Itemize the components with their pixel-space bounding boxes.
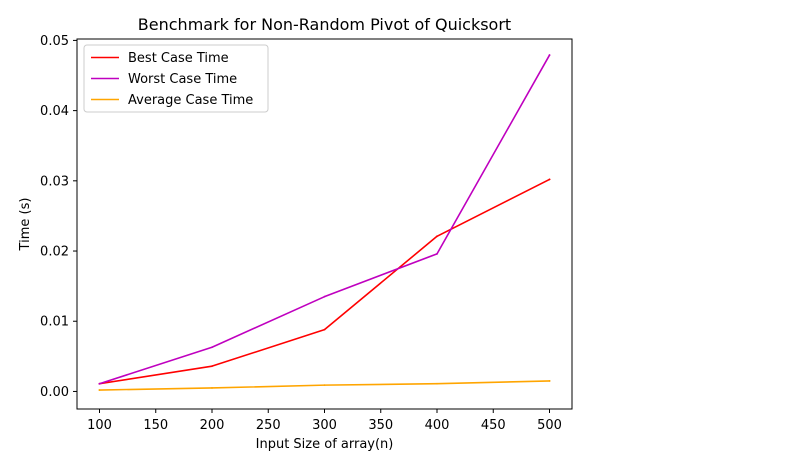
legend-label-1: Worst Case Time bbox=[128, 72, 237, 87]
chart-title: Benchmark for Non-Random Pivot of Quicks… bbox=[138, 15, 511, 34]
data-point bbox=[323, 295, 326, 298]
y-tick-label: 0.05 bbox=[40, 34, 69, 49]
y-tick-label: 0.01 bbox=[40, 315, 69, 330]
x-axis-ticks: 100 150 200 250 300 350 400 450 500 bbox=[87, 409, 562, 433]
x-tick-label: 400 bbox=[425, 418, 450, 433]
x-tick-label: 250 bbox=[256, 418, 281, 433]
data-point bbox=[548, 178, 551, 181]
data-point bbox=[436, 235, 438, 238]
legend: Best Case Time Worst Case Time Average Cas… bbox=[83, 44, 269, 113]
data-point bbox=[98, 389, 101, 391]
y-tick-label: 0.03 bbox=[40, 174, 69, 189]
y-tick-label: 0.04 bbox=[40, 104, 69, 119]
y-axis-ticks: 0.00 0.01 0.02 0.03 0.04 0.05 bbox=[40, 34, 77, 400]
data-point bbox=[548, 54, 551, 57]
data-point bbox=[211, 346, 213, 349]
x-tick-label: 350 bbox=[368, 418, 393, 433]
y-tick-label: 0.00 bbox=[40, 385, 69, 400]
data-point bbox=[323, 328, 326, 331]
data-point bbox=[323, 384, 326, 387]
legend-label-2: Average Case Time bbox=[128, 93, 253, 108]
data-point bbox=[436, 252, 438, 255]
data-point bbox=[436, 382, 438, 385]
data-point bbox=[211, 387, 213, 389]
x-tick-label: 300 bbox=[312, 418, 337, 433]
x-tick-label: 500 bbox=[537, 418, 562, 433]
x-axis-label: Input Size of array(n) bbox=[256, 437, 394, 452]
x-tick-label: 200 bbox=[200, 418, 225, 433]
series-layer bbox=[98, 54, 551, 391]
y-tick-label: 0.02 bbox=[40, 245, 69, 260]
data-point bbox=[211, 365, 213, 368]
data-point bbox=[98, 382, 101, 385]
y-axis-label: Time (s) bbox=[18, 198, 33, 252]
legend-box bbox=[83, 44, 269, 113]
x-tick-label: 150 bbox=[143, 418, 168, 433]
x-tick-label: 450 bbox=[481, 418, 506, 433]
data-point bbox=[548, 380, 551, 382]
x-tick-label: 100 bbox=[87, 418, 112, 433]
legend-label-0: Best Case Time bbox=[128, 51, 229, 66]
